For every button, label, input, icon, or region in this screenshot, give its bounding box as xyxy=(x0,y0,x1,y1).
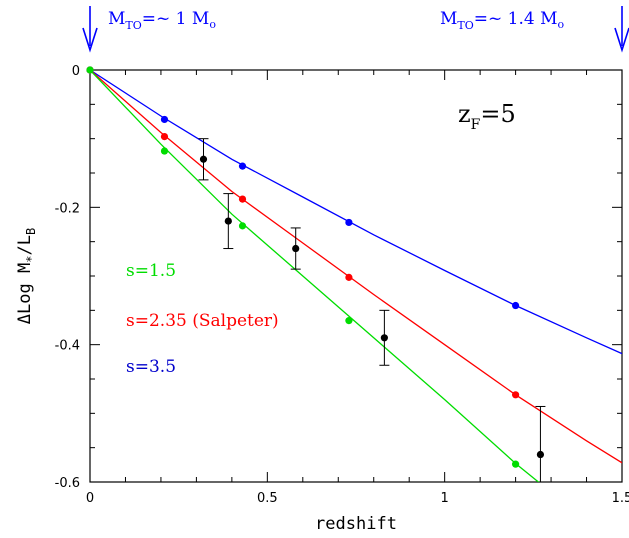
x-tick-label: 0 xyxy=(86,491,94,506)
y-tick-label: 0 xyxy=(72,64,80,79)
obs-point xyxy=(536,450,545,459)
x-tick-label: 1.5 xyxy=(612,491,629,506)
series-line-s15 xyxy=(90,70,540,482)
turnoff-right-arrow-head xyxy=(614,27,629,53)
series-point-s15 xyxy=(345,317,353,325)
y-tick-label: -0.2 xyxy=(55,201,80,216)
formation-redshift-label: zF=5 xyxy=(458,100,516,133)
series-point-s35 xyxy=(238,162,247,170)
turnoff-right-label: MTO=~ 1.4 Mo xyxy=(440,9,565,32)
x-axis-title: redshift xyxy=(315,514,397,534)
series-point-s235 xyxy=(345,273,353,281)
turnoff-left-label: MTO=~ 1 Mo xyxy=(108,9,216,32)
y-tick-label: -0.4 xyxy=(55,339,80,354)
series-point-s235 xyxy=(238,195,247,203)
obs-point xyxy=(380,334,388,342)
legend-s235: s=2.35 (Salpeter) xyxy=(126,311,279,331)
model-points xyxy=(86,66,520,468)
series-point-s235 xyxy=(160,133,169,141)
series-point-s35 xyxy=(511,301,520,310)
series-point-s15 xyxy=(160,147,169,155)
observations xyxy=(198,138,546,482)
turnoff-right-annotation: MTO=~ 1.4 Mo xyxy=(440,6,629,53)
legend-s35: s=3.5 xyxy=(126,357,176,377)
series-line-s235 xyxy=(90,70,622,464)
x-tick-label: 0.5 xyxy=(257,491,278,506)
axis-tick-labels: 0 0.5 1 1.5 0 -0.2 -0.4 -0.6 xyxy=(55,64,629,506)
series-point-s15 xyxy=(86,66,94,74)
series-point-s15 xyxy=(511,460,520,468)
axis-ticks xyxy=(89,69,623,483)
turnoff-left-arrow-head xyxy=(82,27,98,53)
series-point-s15 xyxy=(238,222,247,230)
series-line-s35 xyxy=(90,70,622,355)
y-axis-title: ΔLog M*/LB xyxy=(15,228,38,324)
turnoff-left-annotation: MTO=~ 1 Mo xyxy=(82,6,216,53)
y-tick-label: -0.6 xyxy=(55,476,80,491)
series-point-s35 xyxy=(345,218,353,227)
obs-point xyxy=(199,155,208,163)
obs-point xyxy=(292,244,300,253)
legend-s15: s=1.5 xyxy=(126,261,176,281)
model-lines xyxy=(90,70,622,482)
x-tick-label: 1 xyxy=(441,491,449,506)
obs-point xyxy=(224,217,232,225)
series-point-s235 xyxy=(511,391,520,399)
series-point-s35 xyxy=(160,115,169,124)
